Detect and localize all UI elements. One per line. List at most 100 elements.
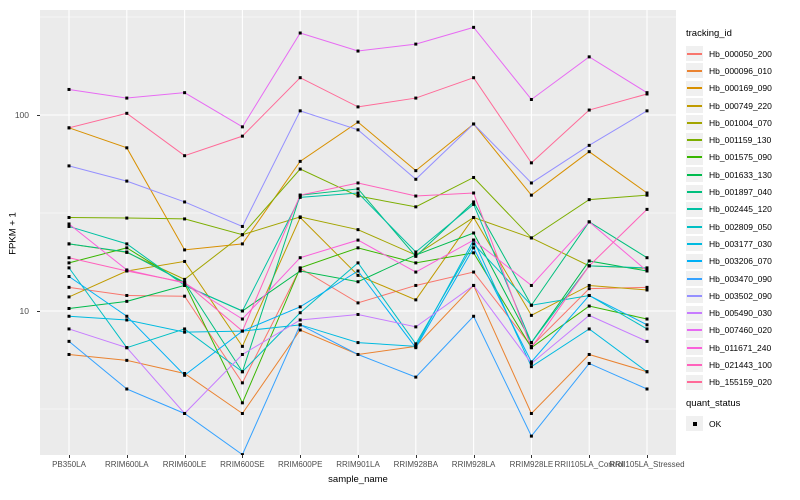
data-point [414,270,418,274]
data-point [472,202,476,206]
data-point [183,259,187,263]
legend-item: Hb_003470_090 [686,270,800,287]
data-point [356,312,360,316]
x-tick-label: RRII105LA_Control [554,460,624,469]
data-point [645,256,649,260]
data-point [298,311,302,315]
legend-item: Hb_005490_030 [686,304,800,321]
data-point [472,314,476,318]
data-point [125,293,129,297]
data-point [645,207,649,211]
legend-color-line [687,87,702,90]
data-point [183,91,187,95]
data-point [356,228,360,232]
x-tick-label: RRIM901LA [336,460,380,469]
data-point [183,217,187,221]
data-point [356,261,360,265]
legend-item: Hb_007460_020 [686,322,800,339]
legend-item-label: Hb_000749_220 [709,100,772,111]
legend-item-label: Hb_000050_200 [709,48,772,59]
data-point [645,370,649,374]
data-point [298,269,302,273]
data-point [183,330,187,334]
data-point [529,365,533,369]
x-tick-label: PB350LA [52,460,86,469]
data-point [298,31,302,35]
y-tick-label: 10 [19,306,29,316]
data-point [298,266,302,270]
legend-item-label: Hb_000096_010 [709,65,772,76]
data-point [67,295,71,299]
data-point [472,175,476,179]
legend-item-label: Hb_001159_130 [709,135,772,146]
data-point [67,242,71,246]
data-point [587,293,591,297]
y-tick-mark [37,115,40,116]
data-point [645,387,649,391]
data-point [67,327,71,331]
data-point [356,273,360,277]
x-tick-mark [242,455,244,458]
legend-items: Hb_000050_200 Hb_000096_010 Hb_000169_090 H… [686,45,800,391]
legend-key-line-icon [686,167,703,183]
data-point [414,346,418,350]
legend-item: Hb_002445_120 [686,201,800,218]
x-tick-label: RRIM928LE [509,460,554,469]
data-point [298,318,302,322]
legend-item-label: Hb_003470_090 [709,273,772,284]
x-tick-mark [647,455,648,458]
data-point [183,277,187,281]
legend-item-label: Hb_000169_090 [709,83,772,94]
data-point [67,87,71,91]
data-point [645,288,649,292]
data-point [298,109,302,113]
legend-item-label: Hb_003177_030 [709,238,772,249]
legend-item-label: Hb_002809_050 [709,221,772,232]
data-point [529,303,533,307]
data-point [587,327,591,331]
data-point [298,328,302,332]
data-point [645,193,649,197]
legend-color-line [687,277,702,280]
data-point [356,280,360,284]
legend-color-line [687,225,702,228]
data-point [645,327,649,331]
data-point [240,125,244,129]
legend-item-label: Hb_001004_070 [709,117,772,128]
data-point [472,25,476,29]
data-point [356,191,360,195]
legend-title: tracking_id [686,28,732,39]
data-point [529,193,533,197]
data-point [529,181,533,185]
data-point [125,111,129,115]
y-axis-title: FPKM + 1 [7,212,19,255]
data-point [183,371,187,375]
legend-item-label: Hb_011671_240 [709,342,772,353]
x-tick-mark [184,455,186,458]
legend-color-line [687,312,702,315]
legend-color-line [687,173,702,176]
legend-quant-status: quant_status OK [686,398,800,432]
legend-key-line-icon [686,271,703,286]
data-point [414,325,418,329]
data-point [414,342,418,346]
data-point [529,361,533,365]
data-point [414,254,418,258]
data-point [472,270,476,274]
x-tick-label: RRIM600LA [105,460,149,469]
data-point [587,287,591,291]
data-point [240,134,244,138]
data-point [587,143,591,147]
data-point [67,256,71,260]
data-point [587,264,591,268]
legend-key-line-icon [686,322,703,338]
data-point [645,323,649,327]
data-point [356,246,360,250]
data-point [298,323,302,327]
data-point [298,195,302,199]
legend-color-line [687,139,702,142]
data-point [356,352,360,356]
data-point [472,200,476,204]
legend-key-line-icon [686,149,703,165]
data-point [356,105,360,109]
